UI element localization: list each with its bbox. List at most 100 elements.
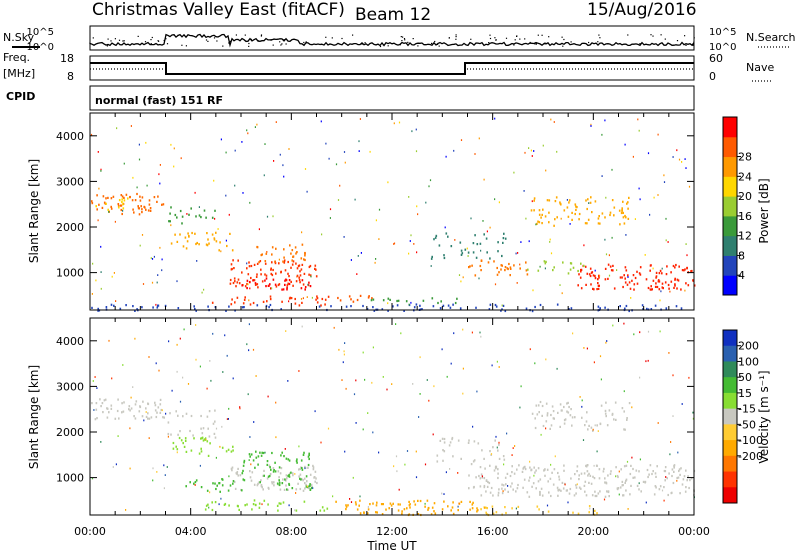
scatter-cell <box>409 503 411 506</box>
nsearch-dot <box>279 41 281 43</box>
noise-cell <box>663 499 665 502</box>
scatter-cell <box>667 283 670 287</box>
noise-cell <box>95 279 97 282</box>
scatter-cell <box>132 305 134 308</box>
noise-cell <box>234 184 236 187</box>
noise-cell <box>559 284 561 286</box>
scatter-cell <box>291 259 293 262</box>
noise-cell <box>413 243 415 245</box>
scatter-cell <box>589 474 592 477</box>
noise-cell <box>159 246 161 249</box>
scatter-cell <box>566 410 568 413</box>
scatter-cell <box>238 508 240 511</box>
scatter-cell <box>190 449 193 452</box>
scatter-cell <box>123 199 126 202</box>
scatter-cell <box>604 306 606 309</box>
noise-cell <box>387 181 389 184</box>
scatter-cell <box>228 504 230 507</box>
scatter-cell <box>261 280 264 283</box>
noise-cell <box>523 190 525 192</box>
noise-cell <box>248 323 250 326</box>
scatter-cell <box>266 477 269 480</box>
scatter-cell <box>274 260 276 263</box>
noise-cell <box>644 254 646 256</box>
noise-cell <box>556 150 558 153</box>
noise-cell <box>374 261 376 264</box>
scatter-cell <box>246 503 248 506</box>
scatter-cell <box>380 503 383 506</box>
scatter-cell <box>554 218 556 221</box>
scatter-cell <box>575 486 578 489</box>
noise-cell <box>396 470 398 473</box>
scatter-cell <box>162 203 165 206</box>
colorbar-tick-label: -100 <box>738 434 763 447</box>
noise-cell <box>512 447 514 449</box>
noise-cell <box>148 437 150 439</box>
scatter-cell <box>608 495 610 498</box>
noise-cell <box>214 217 216 220</box>
colorbar-segment <box>723 255 737 276</box>
scatter-cell <box>299 487 302 491</box>
noise-cell <box>333 326 335 329</box>
scatter-cell <box>248 453 251 456</box>
scatter-cell <box>460 500 463 503</box>
scatter-cell <box>260 254 263 257</box>
noise-cell <box>93 409 95 411</box>
noise-cell <box>503 463 505 466</box>
colorbar-tick-label: 20 <box>738 190 752 203</box>
scatter-cell <box>179 430 181 433</box>
scatter-cell <box>288 475 291 478</box>
scatter-cell <box>249 455 251 458</box>
noise-cell <box>239 406 241 408</box>
noise-cell <box>332 495 334 498</box>
scatter-cell <box>560 489 562 492</box>
scatter-cell <box>252 503 255 506</box>
scatter-cell <box>211 501 213 504</box>
scatter-cell <box>595 494 598 498</box>
noise-cell <box>494 117 496 120</box>
noise-cell <box>194 191 196 194</box>
nsky-tick-low: 10^0 <box>27 42 54 53</box>
noise-cell <box>100 245 102 248</box>
noise-cell <box>256 123 258 126</box>
scatter-cell <box>655 271 658 274</box>
noise-cell <box>123 162 125 165</box>
scatter-cell <box>486 485 489 488</box>
scatter-cell <box>625 464 628 467</box>
scatter-cell <box>298 468 300 471</box>
scatter-cell <box>137 205 139 208</box>
scatter-cell <box>368 295 370 298</box>
noise-cell <box>486 230 488 233</box>
scatter-cell <box>170 206 172 209</box>
nsearch-dot <box>660 34 662 36</box>
noise-cell <box>554 455 556 458</box>
scatter-cell <box>203 209 206 212</box>
scatter-cell <box>283 248 285 251</box>
noise-cell <box>246 262 248 265</box>
noise-cell <box>415 476 418 479</box>
noise-cell <box>355 379 357 382</box>
noise-cell <box>215 427 218 430</box>
scatter-cell <box>617 487 620 490</box>
scatter-cell <box>585 494 588 497</box>
noise-cell <box>453 332 455 335</box>
scatter-cell <box>578 474 580 477</box>
scatter-cell <box>486 513 488 516</box>
noise-cell <box>116 127 118 130</box>
noise-cell <box>146 184 148 187</box>
noise-cell <box>301 231 303 234</box>
noise-cell <box>362 351 364 354</box>
colorbar-frame <box>722 329 738 504</box>
scatter-cell <box>435 234 438 237</box>
scatter-cell <box>509 266 512 269</box>
scatter-cell <box>231 298 233 301</box>
noise-cell <box>453 149 455 152</box>
scatter-cell <box>110 404 113 407</box>
scatter-cell <box>196 241 198 245</box>
scatter-cell <box>550 424 553 427</box>
scatter-cell <box>121 411 123 414</box>
scatter-cell <box>232 445 234 448</box>
noise-cell <box>534 362 536 365</box>
scatter-cell <box>298 475 300 478</box>
